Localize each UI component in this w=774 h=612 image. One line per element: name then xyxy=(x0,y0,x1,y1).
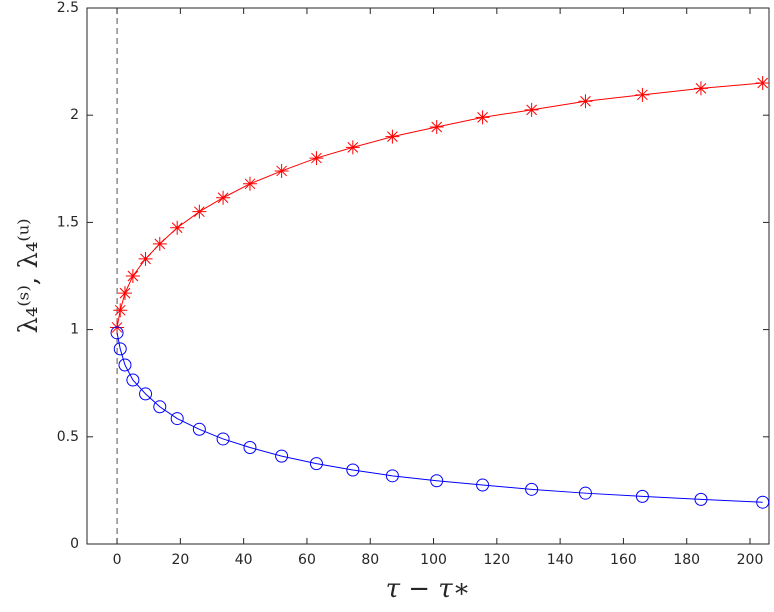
marker xyxy=(138,251,153,266)
y-tick-label: 1 xyxy=(70,322,79,338)
marker xyxy=(578,486,592,500)
marker xyxy=(113,342,127,356)
x-tick-label: 180 xyxy=(673,552,700,568)
marker xyxy=(153,400,167,414)
marker xyxy=(430,474,444,488)
marker xyxy=(274,163,289,178)
x-tick-label: 80 xyxy=(361,552,379,568)
x-axis-label: τ − τ∗ xyxy=(386,574,471,604)
series-line xyxy=(116,82,763,328)
marker xyxy=(309,457,323,471)
plot-frame xyxy=(86,7,770,545)
y-tick-label: 1.5 xyxy=(57,214,79,230)
marker xyxy=(125,269,140,283)
marker xyxy=(242,176,257,191)
marker xyxy=(192,204,207,219)
marker xyxy=(117,286,132,301)
marker xyxy=(525,482,539,496)
marker xyxy=(635,489,649,503)
marker xyxy=(755,76,770,91)
x-tick-label: 160 xyxy=(610,552,637,568)
marker xyxy=(524,102,539,117)
x-tick-label: 120 xyxy=(483,552,510,568)
marker xyxy=(476,478,490,492)
marker xyxy=(243,441,257,455)
marker xyxy=(578,94,593,109)
marker xyxy=(139,387,153,401)
marker xyxy=(152,236,167,251)
marker xyxy=(192,422,206,436)
x-tick-label: 140 xyxy=(547,552,574,568)
y-tick-label: 0 xyxy=(70,536,79,552)
marker xyxy=(694,492,708,506)
marker xyxy=(216,432,230,446)
marker xyxy=(693,81,708,96)
x-tick-label: 0 xyxy=(113,552,122,568)
marker xyxy=(118,358,132,372)
marker xyxy=(170,412,184,426)
marker xyxy=(475,110,490,125)
marker xyxy=(275,449,289,463)
marker xyxy=(110,320,125,335)
marker xyxy=(113,303,128,318)
x-tick-label: 60 xyxy=(298,552,316,568)
marker xyxy=(110,326,124,340)
marker xyxy=(126,373,140,387)
x-tick-label: 20 xyxy=(171,552,189,568)
marker xyxy=(216,190,231,205)
x-tick-label: 40 xyxy=(235,552,253,568)
y-tick-label: 0.5 xyxy=(57,429,79,445)
marker xyxy=(385,129,400,144)
marker xyxy=(346,463,360,477)
marker xyxy=(345,140,360,155)
series-line xyxy=(116,332,763,503)
marker xyxy=(756,495,770,509)
x-tick-label: 100 xyxy=(420,552,447,568)
x-tick-label: 200 xyxy=(737,552,764,568)
marker xyxy=(385,469,399,483)
y-tick-label: 2 xyxy=(70,107,79,123)
marker xyxy=(170,220,185,235)
marker xyxy=(309,151,324,166)
marker xyxy=(635,87,650,102)
y-axis-label: λ₄⁽ˢ⁾, λ₄⁽ᵘ⁾ xyxy=(14,218,44,333)
marker xyxy=(429,119,444,134)
y-tick-label: 2.5 xyxy=(57,0,79,16)
